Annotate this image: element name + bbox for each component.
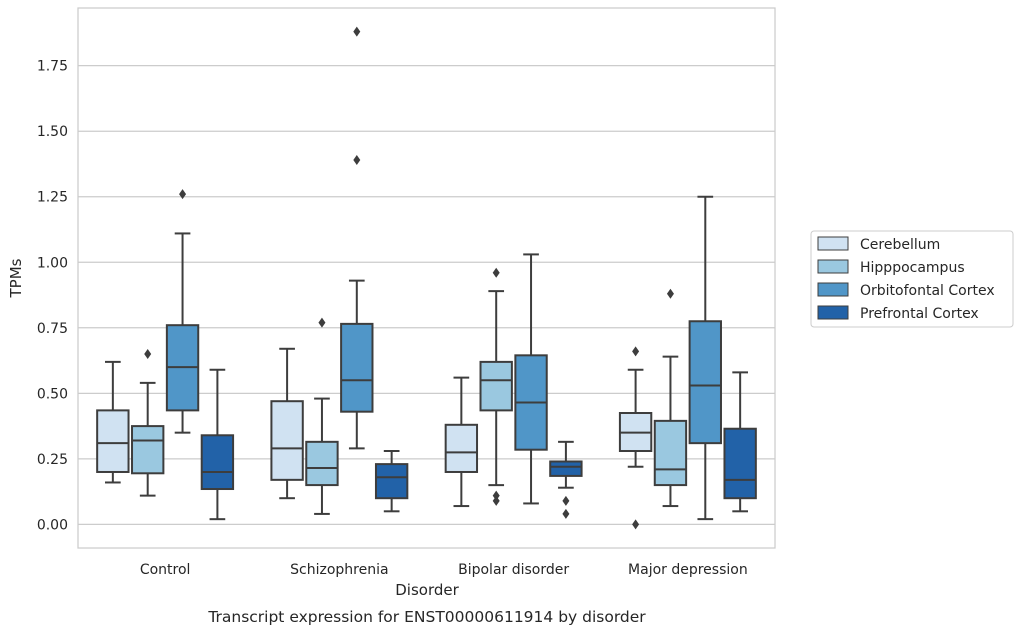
y-tick-label: 0.00 — [37, 517, 68, 533]
box — [688, 195, 722, 521]
outlier-point — [562, 495, 570, 506]
box-body — [131, 425, 165, 475]
y-tick-label: 0.50 — [37, 386, 68, 402]
box-body — [96, 409, 130, 473]
outlier-point — [144, 349, 152, 360]
legend-label: Orbitofontal Cortex — [860, 283, 995, 299]
box-group — [96, 189, 235, 521]
box-body — [688, 320, 722, 445]
outlier-point — [632, 519, 640, 530]
box-groups — [96, 26, 757, 530]
outlier-point — [353, 26, 361, 37]
legend-label: Prefrontal Cortex — [860, 306, 979, 322]
legend: Cerebellum Hipppocampus Orbitofontal Corte… — [810, 230, 1014, 328]
box — [653, 288, 688, 508]
box — [270, 347, 304, 500]
box-group — [618, 195, 757, 530]
y-tick-label: 1.50 — [37, 124, 68, 140]
outlier-point — [666, 288, 674, 299]
box-body — [549, 460, 583, 477]
outlier-point — [492, 495, 500, 506]
legend-frame — [810, 230, 1014, 328]
legend-label: Hipppocampus — [860, 260, 965, 276]
box — [618, 346, 653, 530]
box — [340, 26, 374, 450]
box — [374, 450, 409, 513]
plot-frame — [77, 7, 776, 549]
y-axis-label: TPMs — [7, 258, 25, 298]
x-tick-label: Control — [140, 562, 191, 578]
y-tick-label: 1.75 — [37, 59, 68, 75]
y-tick-label: 0.25 — [37, 452, 68, 468]
box-body — [340, 322, 374, 413]
legend-swatch — [817, 282, 849, 297]
outlier-point — [492, 267, 500, 278]
y-tick-label: 1.00 — [37, 255, 68, 271]
legend-swatch — [817, 259, 849, 274]
legend-label: Cerebellum — [860, 237, 940, 253]
box — [165, 189, 200, 434]
box-body — [270, 400, 304, 481]
outlier-point — [632, 346, 640, 357]
outlier-point — [318, 317, 326, 328]
box — [131, 349, 165, 497]
outlier-point — [562, 508, 570, 519]
box — [723, 371, 757, 513]
box-body — [444, 423, 479, 473]
box — [549, 440, 583, 519]
x-tick-label: Major depression — [628, 562, 748, 578]
box-group — [444, 253, 583, 519]
box — [96, 360, 130, 484]
outlier-point — [179, 189, 187, 200]
box — [514, 253, 548, 505]
box — [444, 376, 479, 508]
box-body — [653, 419, 688, 487]
box — [200, 368, 235, 521]
y-tick-label: 1.25 — [37, 190, 68, 206]
x-axis-label: Disorder — [395, 581, 459, 599]
y-tick-label: 0.75 — [37, 321, 68, 337]
box-body — [200, 434, 235, 491]
chart-caption: Transcript expression for ENST0000061191… — [207, 608, 646, 626]
outlier-point — [492, 490, 500, 501]
box-body — [374, 463, 409, 500]
box-body — [723, 427, 757, 500]
x-tick-labels: Control Schizophrenia Bipolar disorder Majo… — [140, 562, 748, 578]
legend-swatch — [817, 305, 849, 320]
box-body — [305, 440, 339, 487]
x-tick-label: Schizophrenia — [290, 562, 388, 578]
box — [479, 267, 513, 506]
y-tick-labels: 0.00 0.25 0.50 0.75 1.00 1.25 1.50 1.75 — [37, 59, 68, 534]
legend-swatch — [817, 236, 849, 251]
x-tick-label: Bipolar disorder — [458, 562, 569, 578]
box-group — [270, 26, 409, 515]
box — [305, 317, 339, 515]
outlier-point — [353, 155, 361, 166]
box-body — [479, 360, 513, 412]
